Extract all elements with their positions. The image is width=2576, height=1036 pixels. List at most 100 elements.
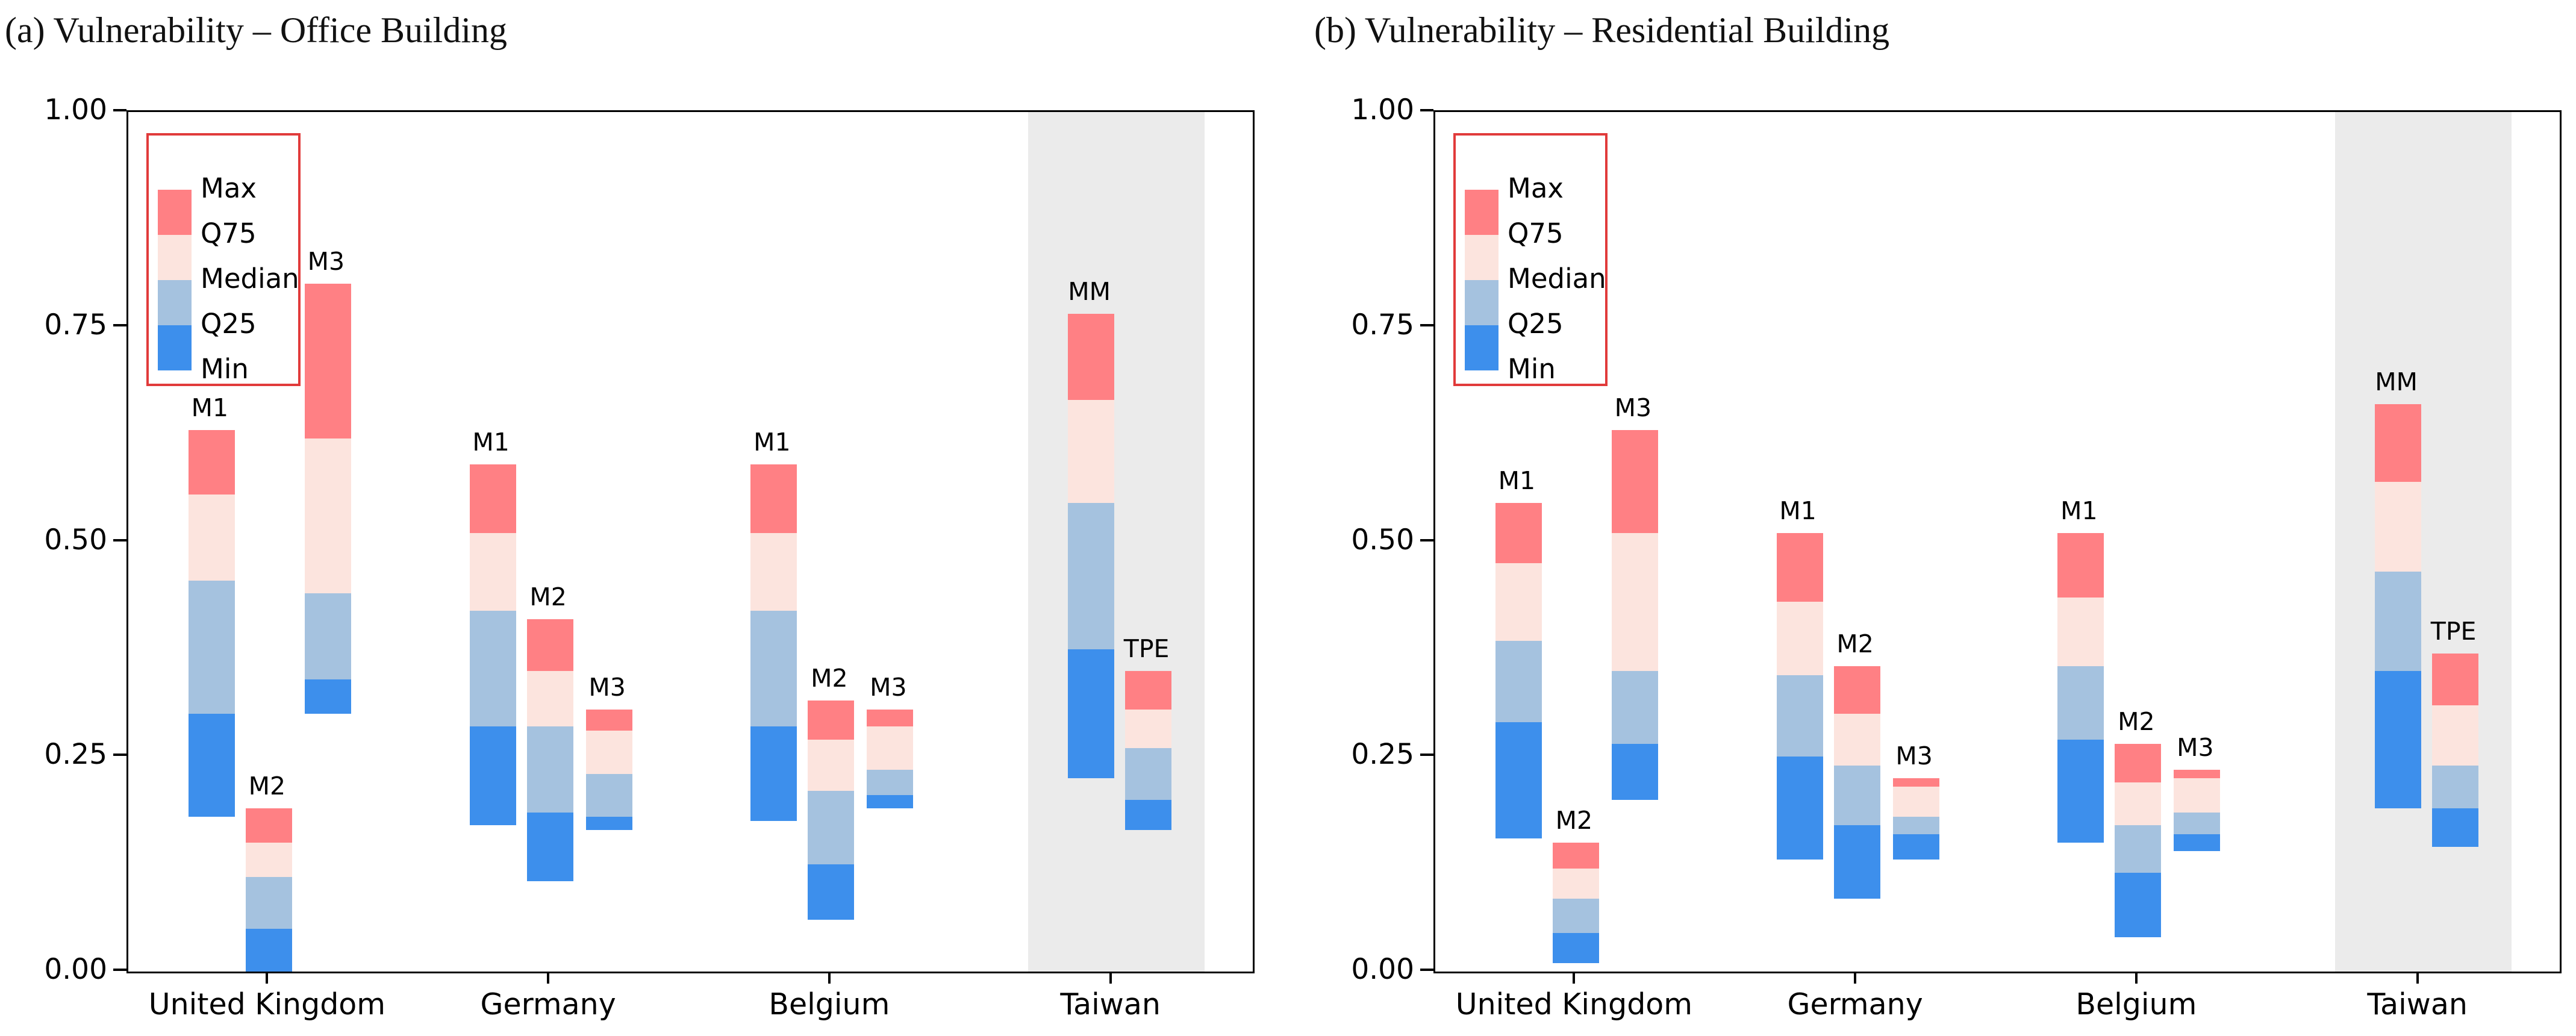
bar-segment-q75 — [2174, 769, 2221, 778]
bar-segment-q25 — [2057, 666, 2104, 740]
x-tick-mark — [828, 972, 831, 984]
bar-label-m1: M1 — [191, 393, 229, 422]
legend-chip-median — [1465, 280, 1499, 325]
bar-segment-min — [304, 679, 351, 714]
bar-segment-q25 — [188, 580, 235, 714]
legend-chip-median — [158, 280, 192, 325]
bar-segment-q25 — [1892, 817, 1939, 834]
y-tick-label: 0.25 — [44, 738, 107, 772]
bar-segment-q75 — [808, 701, 855, 740]
y-tick-mark — [1420, 754, 1433, 757]
x-tick-mark — [2416, 972, 2419, 984]
panel-b-title: (b) Vulnerability – Residential Building — [1314, 10, 1890, 50]
bar-segment-median — [1833, 713, 1880, 766]
bar-segment-median — [2375, 481, 2422, 572]
bar-label-m3: M3 — [1895, 741, 1933, 770]
plot-area: Max Q75 Median Q25 Min — [126, 110, 1255, 973]
bar-segment-min — [867, 795, 914, 808]
bar-segment-min — [1125, 799, 1172, 830]
bar-segment-q25 — [469, 610, 516, 727]
bar-segment-q25 — [2432, 765, 2479, 808]
highlight-band-taiwan — [1028, 112, 1205, 972]
y-tick-label: 0.00 — [44, 953, 107, 986]
bar-segment-min — [526, 813, 573, 882]
bar-segment-q75 — [585, 709, 632, 731]
bar-segment-q75 — [526, 619, 573, 671]
y-tick-mark — [1420, 969, 1433, 971]
legend-chip-max — [158, 190, 192, 235]
bar-segment-min — [1833, 825, 1880, 899]
bar-segment-median — [1611, 533, 1658, 671]
bar-segment-min — [2057, 739, 2104, 843]
x-tick-mark — [1573, 972, 1576, 984]
bar-segment-median — [808, 739, 855, 791]
y-tick-label: 0.25 — [1351, 738, 1414, 772]
legend-box: Max Q75 Median Q25 Min — [1453, 133, 1608, 386]
bar-label-m2: M2 — [2118, 707, 2155, 736]
bar-segment-q75 — [1125, 670, 1172, 710]
bar-segment-q75 — [469, 464, 516, 534]
bar-segment-q25 — [2115, 825, 2162, 873]
bar-segment-q25 — [245, 877, 292, 929]
legend-label-q75: Q75 — [201, 217, 257, 249]
bar-segment-min — [750, 726, 797, 822]
bar-segment-q25 — [526, 726, 573, 813]
bar-segment-median — [2115, 782, 2162, 826]
bar-segment-median — [1495, 563, 1542, 641]
bar-segment-min — [1776, 757, 1823, 860]
bar-segment-q75 — [1892, 778, 1939, 787]
bar-segment-q75 — [304, 284, 351, 439]
y-tick-mark — [1420, 323, 1433, 326]
panel-a-title: (a) Vulnerability – Office Building — [5, 10, 507, 50]
y-tick-mark — [113, 109, 126, 111]
bar-segment-q25 — [1125, 747, 1172, 800]
bar-label-m1: M1 — [2060, 496, 2098, 526]
y-tick-mark — [113, 323, 126, 326]
bar-segment-q75 — [1495, 503, 1542, 564]
y-tick-label: 0.50 — [44, 523, 107, 557]
legend-label-q75: Q75 — [1508, 217, 1564, 249]
y-tick-mark — [113, 538, 126, 541]
bar-label-m1: M1 — [1498, 466, 1536, 496]
bar-segment-min — [1611, 743, 1658, 800]
bar-segment-q75 — [1068, 314, 1115, 401]
legend-chip-min — [158, 325, 192, 370]
bar-segment-median — [245, 842, 292, 878]
y-tick-label: 1.00 — [44, 93, 107, 126]
x-tick-label-2: Belgium — [2075, 987, 2197, 1022]
y-tick-label: 0.50 — [1351, 523, 1414, 557]
bar-label-m3: M3 — [1614, 393, 1652, 422]
bar-segment-min — [245, 928, 292, 972]
bar-label-mm: MM — [1068, 277, 1111, 307]
bar-label-m3: M3 — [870, 672, 907, 702]
bar-segment-median — [750, 533, 797, 611]
bar-segment-q75 — [2115, 743, 2162, 783]
x-tick-mark — [1109, 972, 1112, 984]
bar-segment-median — [1776, 602, 1823, 675]
x-tick-label-3: Taiwan — [2367, 987, 2468, 1022]
legend-label-q25: Q25 — [201, 308, 257, 340]
bar-segment-q25 — [2375, 572, 2422, 671]
bar-label-mm: MM — [2375, 367, 2418, 397]
x-tick-mark — [1854, 972, 1857, 984]
x-tick-label-1: Germany — [1787, 987, 1923, 1022]
legend-label-max: Max — [201, 172, 257, 204]
bar-segment-median — [1068, 400, 1115, 504]
legend-chip-max — [1465, 190, 1499, 235]
bar-label-tpe: TPE — [2430, 617, 2477, 646]
bar-segment-min — [2375, 670, 2422, 808]
bar-segment-median — [585, 731, 632, 774]
bar-segment-min — [2115, 872, 2162, 937]
x-tick-mark — [547, 972, 550, 984]
plot-area: Max Q75 Median Q25 Min — [1433, 110, 2562, 973]
x-tick-label-3: Taiwan — [1060, 987, 1161, 1022]
y-tick-mark — [1420, 109, 1433, 111]
bar-segment-median — [2432, 705, 2479, 766]
legend-label-min: Min — [1508, 353, 1556, 385]
y-tick-label: 1.00 — [1351, 93, 1414, 126]
bar-segment-min — [469, 726, 516, 826]
legend-label-min: Min — [201, 353, 249, 385]
y-tick-mark — [113, 754, 126, 757]
x-tick-mark — [2135, 972, 2138, 984]
